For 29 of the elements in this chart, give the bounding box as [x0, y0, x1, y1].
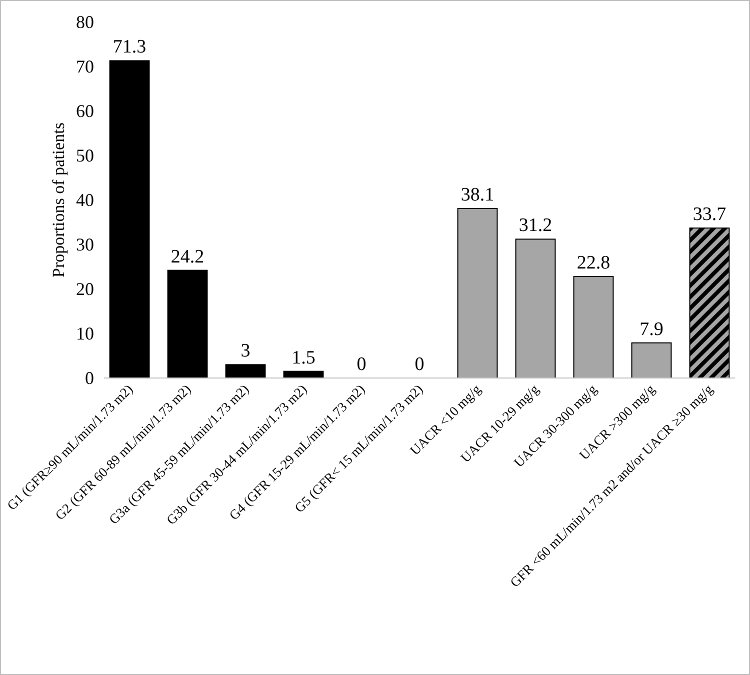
- data-label: 0: [356, 354, 366, 375]
- data-label: 22.8: [576, 252, 610, 274]
- data-label: 7.9: [640, 318, 664, 340]
- data-label: 1.5: [292, 347, 316, 368]
- y-tick-label: 70: [76, 56, 94, 76]
- y-tick-label: 40: [76, 190, 94, 210]
- bar: [457, 208, 498, 378]
- bar: [689, 228, 730, 378]
- y-tick-label: 0: [85, 368, 94, 388]
- data-label: 3: [240, 340, 250, 362]
- y-tick-label: 20: [76, 278, 94, 299]
- y-tick-label: 50: [76, 145, 94, 166]
- data-label: 38.1: [460, 184, 494, 206]
- data-label: 0: [414, 354, 424, 375]
- bar: [109, 60, 150, 378]
- data-label: 31.2: [518, 215, 552, 236]
- y-tick-label: 30: [76, 234, 94, 254]
- y-tick-label: 60: [76, 100, 94, 121]
- data-label: 24.2: [170, 246, 204, 268]
- data-label: 71.3: [112, 36, 146, 58]
- y-tick-label: 10: [76, 323, 94, 344]
- bar: [573, 276, 614, 378]
- data-label: 33.7: [692, 204, 726, 226]
- y-tick-label: 80: [76, 12, 94, 32]
- bar: [167, 270, 208, 378]
- bar: [515, 238, 556, 378]
- bar: [225, 364, 266, 378]
- bar: [631, 342, 672, 378]
- y-axis-title: Proportions of patients: [49, 122, 68, 278]
